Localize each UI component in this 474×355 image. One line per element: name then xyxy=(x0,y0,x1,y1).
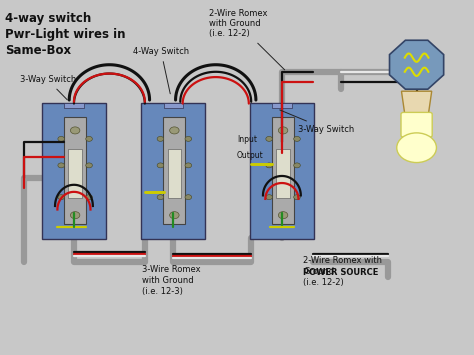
FancyBboxPatch shape xyxy=(68,149,82,197)
FancyBboxPatch shape xyxy=(163,118,185,224)
Circle shape xyxy=(397,133,437,163)
Circle shape xyxy=(86,195,92,200)
Circle shape xyxy=(278,127,288,134)
Circle shape xyxy=(86,163,92,168)
Text: 3-Wire Romex
with Ground
(i.e. 12-3): 3-Wire Romex with Ground (i.e. 12-3) xyxy=(143,265,201,296)
FancyBboxPatch shape xyxy=(64,103,83,108)
Text: 2-Wire Romex with
Ground
(i.e. 12-2): 2-Wire Romex with Ground (i.e. 12-2) xyxy=(303,256,382,288)
Text: 2-Wire Romex
with Ground
(i.e. 12-2): 2-Wire Romex with Ground (i.e. 12-2) xyxy=(209,9,285,70)
Circle shape xyxy=(278,212,288,219)
FancyBboxPatch shape xyxy=(64,118,86,224)
Text: 3-Way Switch: 3-Way Switch xyxy=(19,75,76,100)
Circle shape xyxy=(157,163,164,168)
Circle shape xyxy=(266,136,273,141)
Text: 3-Way Switch: 3-Way Switch xyxy=(280,110,355,134)
Polygon shape xyxy=(401,91,432,114)
Circle shape xyxy=(157,195,164,200)
Circle shape xyxy=(58,163,64,168)
Circle shape xyxy=(86,136,92,141)
Circle shape xyxy=(294,136,301,141)
Circle shape xyxy=(58,195,64,200)
FancyBboxPatch shape xyxy=(401,113,432,137)
FancyBboxPatch shape xyxy=(141,103,205,239)
Circle shape xyxy=(185,163,191,168)
Circle shape xyxy=(294,195,301,200)
Polygon shape xyxy=(390,40,444,89)
Circle shape xyxy=(71,127,80,134)
Text: 4-Way Switch: 4-Way Switch xyxy=(133,47,189,94)
Circle shape xyxy=(170,212,179,219)
Circle shape xyxy=(185,195,191,200)
Text: 4-way switch
Pwr-Light wires in
Same-Box: 4-way switch Pwr-Light wires in Same-Box xyxy=(5,12,126,57)
Circle shape xyxy=(170,127,179,134)
FancyBboxPatch shape xyxy=(164,103,183,108)
FancyBboxPatch shape xyxy=(250,103,314,239)
FancyBboxPatch shape xyxy=(276,149,290,197)
Text: Output: Output xyxy=(237,151,264,160)
FancyBboxPatch shape xyxy=(167,149,181,197)
Text: Input: Input xyxy=(237,135,257,144)
FancyBboxPatch shape xyxy=(272,103,292,108)
Circle shape xyxy=(266,195,273,200)
Circle shape xyxy=(185,136,191,141)
Circle shape xyxy=(58,136,64,141)
Circle shape xyxy=(71,212,80,219)
FancyBboxPatch shape xyxy=(272,118,294,224)
Text: POWER SOURCE: POWER SOURCE xyxy=(303,268,379,277)
Circle shape xyxy=(294,163,301,168)
Circle shape xyxy=(266,163,273,168)
FancyBboxPatch shape xyxy=(42,103,106,239)
Circle shape xyxy=(157,136,164,141)
